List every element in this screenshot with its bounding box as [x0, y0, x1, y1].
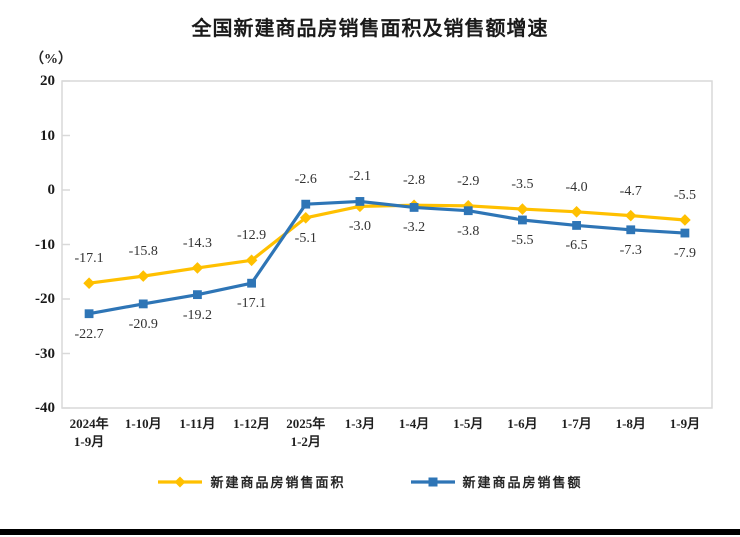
- x-tick-label: 2025年 1-2月: [286, 416, 326, 449]
- data-point-label: -12.9: [236, 228, 267, 244]
- data-point-label: -2.9: [457, 173, 480, 189]
- data-point-label: -4.0: [565, 179, 588, 195]
- data-point-label: -3.2: [402, 220, 426, 236]
- data-point-label: -17.1: [236, 296, 267, 312]
- data-point-marker: [245, 254, 258, 267]
- data-point-label: -3.8: [457, 223, 480, 239]
- y-tick-label: 20: [40, 73, 55, 89]
- data-point-label: -5.5: [511, 232, 534, 248]
- y-tick-label: 0: [47, 182, 56, 198]
- data-point-marker: [84, 309, 94, 319]
- data-point-marker: [301, 199, 311, 209]
- legend: 新建商品房销售面积 新建商品房销售额: [0, 472, 740, 491]
- data-point-label: -19.2: [182, 307, 212, 323]
- data-point-marker: [518, 215, 527, 225]
- data-point-marker: [137, 270, 150, 282]
- data-point-label: -4.7: [619, 183, 642, 199]
- data-point-label: -7.3: [619, 242, 642, 258]
- data-point-marker: [138, 299, 148, 309]
- data-point-label: -17.1: [74, 251, 104, 267]
- data-point-marker: [462, 200, 475, 212]
- data-point-marker: [624, 209, 637, 222]
- legend-item-sales-amount: 新建商品房销售额: [410, 472, 583, 491]
- x-tick-label: 1-5月: [453, 416, 484, 431]
- y-tick-label: -40: [35, 400, 55, 416]
- data-point-marker: [299, 211, 312, 224]
- x-tick-label: 1-6月: [507, 416, 538, 431]
- series-line-1: [87, 199, 687, 316]
- x-tick-label: 1-10月: [124, 416, 162, 431]
- data-point-label: -3.0: [348, 219, 371, 235]
- data-point-label: -2.6: [294, 172, 317, 188]
- data-point-label: -3.5: [511, 177, 534, 193]
- legend-item-sales-area: 新建商品房销售面积: [157, 472, 345, 491]
- data-point-marker: [355, 197, 365, 206]
- x-tick-label: 1-4月: [398, 416, 430, 431]
- data-point-marker: [354, 200, 366, 213]
- data-point-label: -5.5: [673, 187, 696, 203]
- data-point-label: -14.3: [182, 235, 212, 251]
- y-tick-label: -10: [35, 236, 55, 253]
- legend-label-sales-amount: 新建商品房销售额: [462, 475, 583, 490]
- data-point-label: -2.8: [402, 173, 426, 189]
- data-point-marker: [570, 206, 583, 218]
- x-tick-label: 1-7月: [561, 416, 592, 431]
- legend-marker-sales-area-icon: [158, 476, 203, 487]
- chart-title: 全国新建商品房销售面积及销售额增速: [191, 18, 549, 40]
- y-tick-label: -20: [35, 291, 55, 307]
- data-point-marker: [516, 203, 529, 215]
- data-point-label: -2.1: [348, 169, 371, 185]
- x-tick-label: 1-8月: [615, 416, 646, 431]
- bottom-divider: [0, 529, 740, 535]
- data-point-label: -15.8: [128, 244, 158, 260]
- data-point-marker: [680, 228, 690, 238]
- legend-marker-sales-amount-icon: [410, 477, 455, 486]
- legend-label-sales-area: 新建商品房销售面积: [210, 475, 346, 490]
- data-point-marker: [679, 214, 691, 226]
- data-point-marker: [626, 225, 636, 235]
- data-point-label: -22.7: [74, 326, 104, 342]
- data-point-label: -7.9: [673, 246, 696, 262]
- x-tick-label: 2024年 1-9月: [69, 416, 109, 449]
- data-point-marker: [572, 221, 581, 230]
- x-tick-label: 1-3月: [344, 416, 376, 431]
- data-point-label: -20.9: [128, 316, 158, 332]
- data-point-marker: [409, 203, 419, 212]
- data-point-marker: [191, 262, 204, 274]
- data-point-label: -5.1: [294, 230, 317, 246]
- data-point-marker: [247, 278, 256, 288]
- x-tick-label: 1-9月: [669, 416, 701, 431]
- data-point-label: -6.5: [565, 238, 588, 254]
- x-tick-label: 1-12月: [233, 416, 270, 431]
- y-tick-label: 10: [40, 127, 55, 144]
- y-axis-unit-label: （%）: [30, 52, 72, 67]
- data-point-marker: [463, 206, 473, 216]
- data-point-marker: [83, 277, 95, 289]
- y-tick-label: -30: [35, 345, 55, 362]
- data-point-marker: [193, 290, 202, 300]
- x-tick-label: 1-11月: [179, 416, 216, 431]
